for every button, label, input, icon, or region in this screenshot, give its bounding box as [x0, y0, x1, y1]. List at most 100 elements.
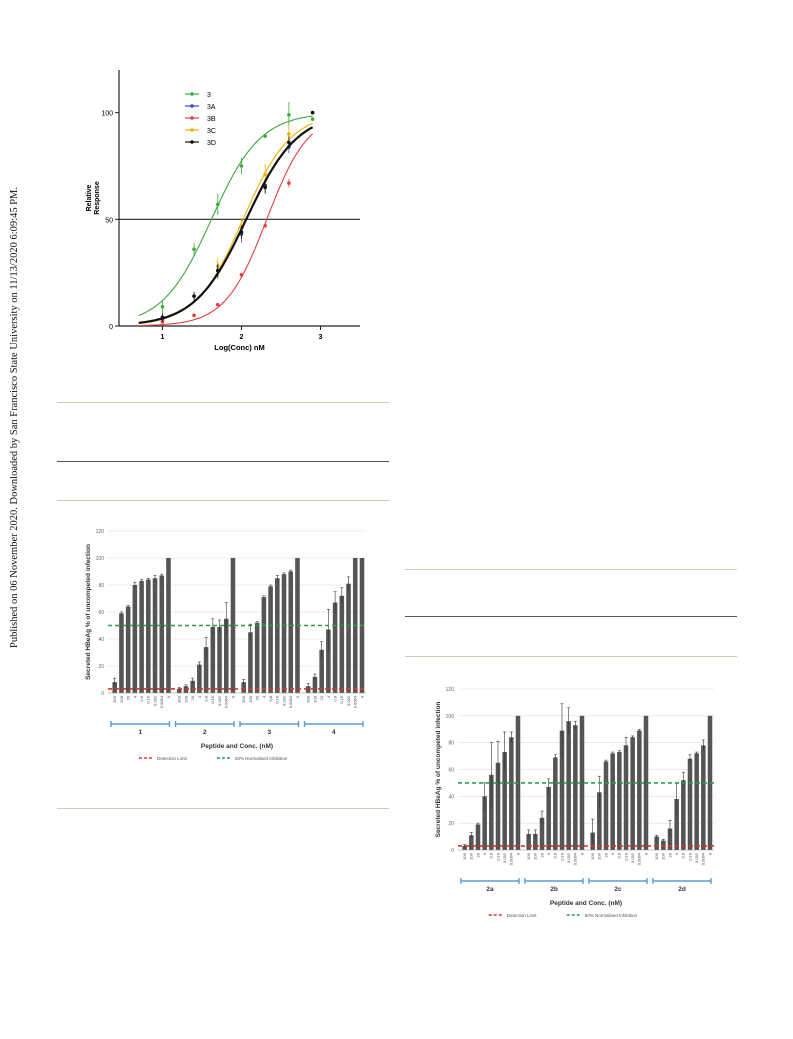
bar-1-300: [112, 682, 118, 693]
group-label-2c: 2c: [614, 886, 622, 893]
bar-3-20: [254, 622, 260, 693]
x-axis-label: Peptide and Conc. (nM): [201, 743, 273, 750]
y-tick-label: 80: [448, 741, 454, 747]
legend-label: 50% Normalised Inhibition: [585, 913, 638, 918]
bar-2d-300: [654, 836, 659, 850]
fit-curve-3B: [138, 133, 313, 327]
bar-2a-20: [475, 824, 481, 850]
bar-chart-peptides-1-4: 0 20 40 60 80 100 120 Secreted HBeAg % of uncom…: [78, 522, 378, 764]
bar-2d-0.0064: [701, 745, 706, 850]
conc-tick-label: 0: [579, 852, 584, 855]
conc-tick-label: 0.16: [275, 695, 280, 704]
y-axis-label: Secreted HBeAg % of uncompeted infection: [85, 544, 92, 680]
x-tick-label: 2: [240, 334, 244, 341]
y-axis-label: RelativeResponse: [86, 181, 101, 215]
bar-3-0.0064: [288, 571, 294, 693]
bar-2c-0.0064: [637, 730, 642, 850]
divider: [57, 461, 389, 462]
conc-tick-label: 300: [654, 852, 659, 859]
conc-tick-label: 4: [482, 852, 487, 855]
conc-tick-label: 100: [661, 852, 666, 859]
bar-2b-0.0064: [573, 725, 578, 850]
conc-tick-label: 0.8: [553, 852, 558, 858]
conc-tick-label: 100: [469, 852, 474, 859]
conc-tick-label: 300: [306, 695, 311, 702]
bar-2c-0.16: [623, 745, 629, 850]
legend-label: Detection Limit: [507, 913, 538, 918]
legend-label-3C: 3C: [207, 128, 216, 135]
bar-2c-100: [597, 792, 602, 850]
data-point-3: [192, 247, 196, 251]
bar-2b-0.032: [566, 721, 571, 850]
conc-tick-label: 0.032: [566, 852, 571, 863]
conc-tick-label: 100: [597, 852, 602, 859]
conc-tick-label: 20: [319, 695, 324, 700]
bar-2d-0.16: [687, 758, 693, 850]
group-label-1: 1: [138, 729, 142, 736]
conc-tick-label: 300: [241, 695, 246, 702]
legend-marker-3C: [190, 128, 194, 132]
conc-tick-label: 0.032: [346, 695, 351, 706]
divider: [405, 656, 737, 657]
bar-3-0.8: [268, 586, 273, 693]
fit-curve-3C: [138, 122, 313, 324]
bar-3-0.032: [281, 574, 287, 693]
bar-3-4: [261, 597, 267, 693]
bar-2c-20: [603, 761, 609, 850]
data-point-3C: [287, 132, 291, 136]
legend-label-3D: 3D: [207, 140, 216, 147]
conc-tick-label: 20: [190, 695, 195, 700]
bar-4-100: [312, 676, 318, 693]
fit-curve-3D: [138, 126, 314, 324]
data-point-3D: [192, 294, 196, 298]
bar-2d-20: [667, 828, 673, 850]
conc-tick-label: 300: [177, 695, 182, 702]
y-tick-label: 0: [101, 691, 104, 697]
bar-3-100: [248, 632, 253, 693]
x-axis-label: Log(Conc) nM: [214, 343, 264, 352]
conc-tick-label: 0.0064: [159, 695, 164, 708]
conc-tick-label: 0.0064: [701, 852, 706, 865]
bar-4-4: [326, 629, 331, 693]
data-point-3C: [263, 172, 267, 177]
bar-2c-0: [643, 715, 649, 850]
divider: [405, 616, 737, 617]
x-tick-label: 1: [161, 334, 165, 341]
conc-tick-label: 300: [590, 852, 595, 859]
bar-2-0: [230, 558, 236, 693]
conc-tick-label: 0.8: [332, 695, 337, 701]
bar-2c-0.8: [617, 752, 622, 850]
bar-2d-0.8: [681, 780, 686, 850]
legend-label-3: 3: [207, 92, 211, 99]
conc-tick-label: 0: [643, 852, 648, 855]
conc-tick-label: 0: [515, 852, 520, 855]
legend-label-3B: 3B: [207, 116, 216, 123]
conc-tick-label: 0.0064: [224, 695, 229, 708]
legend-marker-3B: [190, 116, 194, 120]
dose-response-svg: 0 50 100 1 2 3 Log(Conc) nM RelativeResponse 3 3A…: [86, 70, 360, 352]
group-label-4: 4: [332, 729, 336, 736]
group-label-3: 3: [267, 729, 271, 736]
conc-tick-label: 0.16: [210, 695, 215, 704]
bar-2d-0.032: [694, 753, 699, 850]
bar-2a-0.0064: [509, 737, 514, 850]
conc-tick-label: 100: [533, 852, 538, 859]
conc-tick-label: 4: [326, 695, 331, 698]
conc-tick-label: 0.8: [681, 852, 686, 858]
conc-tick-label: 4: [610, 852, 615, 855]
download-watermark: Published on 06 November 2020. Downloade…: [9, 187, 20, 648]
bar-2b-300: [526, 833, 531, 850]
bar-2a-0.8: [489, 774, 494, 850]
conc-tick-label: 0.8: [268, 695, 273, 701]
bar-4-0.8: [332, 602, 338, 693]
bar-1-0.0064: [159, 575, 165, 693]
bar-2a-4: [482, 796, 487, 850]
conc-tick-label: 0: [230, 695, 235, 698]
bar-2-300: [176, 688, 182, 693]
conc-tick-label: 4: [546, 852, 551, 855]
y-tick-label: 60: [98, 610, 104, 616]
conc-tick-label: 20: [667, 852, 672, 857]
conc-tick-label: 0.16: [339, 695, 344, 704]
